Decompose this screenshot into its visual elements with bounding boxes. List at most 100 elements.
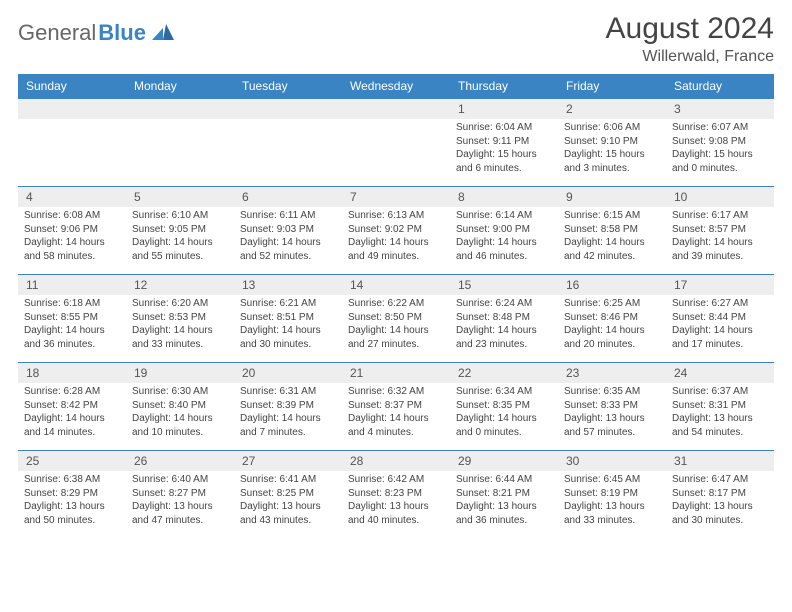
day-number: 2 bbox=[558, 99, 666, 119]
weekday-header: Saturday bbox=[666, 74, 774, 99]
day-number: 18 bbox=[18, 363, 126, 383]
day-number: 31 bbox=[666, 451, 774, 471]
calendar-day-cell: 15Sunrise: 6:24 AMSunset: 8:48 PMDayligh… bbox=[450, 275, 558, 363]
calendar-day-cell: 24Sunrise: 6:37 AMSunset: 8:31 PMDayligh… bbox=[666, 363, 774, 451]
day-number: 29 bbox=[450, 451, 558, 471]
day-number-empty bbox=[342, 99, 450, 119]
calendar-table: SundayMondayTuesdayWednesdayThursdayFrid… bbox=[18, 74, 774, 539]
day-details: Sunrise: 6:13 AMSunset: 9:02 PMDaylight:… bbox=[342, 207, 450, 267]
day-details: Sunrise: 6:20 AMSunset: 8:53 PMDaylight:… bbox=[126, 295, 234, 355]
day-number: 3 bbox=[666, 99, 774, 119]
day-number: 26 bbox=[126, 451, 234, 471]
day-details: Sunrise: 6:47 AMSunset: 8:17 PMDaylight:… bbox=[666, 471, 774, 531]
logo: GeneralBlue bbox=[18, 12, 174, 46]
day-number: 15 bbox=[450, 275, 558, 295]
day-number: 14 bbox=[342, 275, 450, 295]
day-details: Sunrise: 6:08 AMSunset: 9:06 PMDaylight:… bbox=[18, 207, 126, 267]
day-details: Sunrise: 6:18 AMSunset: 8:55 PMDaylight:… bbox=[18, 295, 126, 355]
calendar-day-cell: 1Sunrise: 6:04 AMSunset: 9:11 PMDaylight… bbox=[450, 99, 558, 187]
day-number-empty bbox=[18, 99, 126, 119]
weekday-header: Friday bbox=[558, 74, 666, 99]
day-number: 27 bbox=[234, 451, 342, 471]
calendar-day-cell: 26Sunrise: 6:40 AMSunset: 8:27 PMDayligh… bbox=[126, 451, 234, 539]
calendar-day-cell: 4Sunrise: 6:08 AMSunset: 9:06 PMDaylight… bbox=[18, 187, 126, 275]
calendar-day-cell: 27Sunrise: 6:41 AMSunset: 8:25 PMDayligh… bbox=[234, 451, 342, 539]
day-details: Sunrise: 6:32 AMSunset: 8:37 PMDaylight:… bbox=[342, 383, 450, 443]
day-details: Sunrise: 6:11 AMSunset: 9:03 PMDaylight:… bbox=[234, 207, 342, 267]
day-details: Sunrise: 6:06 AMSunset: 9:10 PMDaylight:… bbox=[558, 119, 666, 179]
location: Willerwald, France bbox=[606, 48, 774, 66]
calendar-day-cell: 22Sunrise: 6:34 AMSunset: 8:35 PMDayligh… bbox=[450, 363, 558, 451]
calendar-day-cell: 14Sunrise: 6:22 AMSunset: 8:50 PMDayligh… bbox=[342, 275, 450, 363]
weekday-header: Wednesday bbox=[342, 74, 450, 99]
calendar-week-row: 4Sunrise: 6:08 AMSunset: 9:06 PMDaylight… bbox=[18, 187, 774, 275]
calendar-day-cell: 18Sunrise: 6:28 AMSunset: 8:42 PMDayligh… bbox=[18, 363, 126, 451]
day-details: Sunrise: 6:44 AMSunset: 8:21 PMDaylight:… bbox=[450, 471, 558, 531]
calendar-day-cell: 9Sunrise: 6:15 AMSunset: 8:58 PMDaylight… bbox=[558, 187, 666, 275]
calendar-day-cell: 7Sunrise: 6:13 AMSunset: 9:02 PMDaylight… bbox=[342, 187, 450, 275]
day-details: Sunrise: 6:25 AMSunset: 8:46 PMDaylight:… bbox=[558, 295, 666, 355]
calendar-day-cell: 8Sunrise: 6:14 AMSunset: 9:00 PMDaylight… bbox=[450, 187, 558, 275]
weekday-header: Tuesday bbox=[234, 74, 342, 99]
calendar-day-cell: 19Sunrise: 6:30 AMSunset: 8:40 PMDayligh… bbox=[126, 363, 234, 451]
day-details: Sunrise: 6:17 AMSunset: 8:57 PMDaylight:… bbox=[666, 207, 774, 267]
calendar-week-row: 1Sunrise: 6:04 AMSunset: 9:11 PMDaylight… bbox=[18, 99, 774, 187]
day-number: 4 bbox=[18, 187, 126, 207]
calendar-day-cell: 20Sunrise: 6:31 AMSunset: 8:39 PMDayligh… bbox=[234, 363, 342, 451]
calendar-day-cell: 25Sunrise: 6:38 AMSunset: 8:29 PMDayligh… bbox=[18, 451, 126, 539]
calendar-day-cell: 6Sunrise: 6:11 AMSunset: 9:03 PMDaylight… bbox=[234, 187, 342, 275]
day-details: Sunrise: 6:31 AMSunset: 8:39 PMDaylight:… bbox=[234, 383, 342, 443]
calendar-day-cell: 3Sunrise: 6:07 AMSunset: 9:08 PMDaylight… bbox=[666, 99, 774, 187]
day-details: Sunrise: 6:38 AMSunset: 8:29 PMDaylight:… bbox=[18, 471, 126, 531]
calendar-day-cell: 17Sunrise: 6:27 AMSunset: 8:44 PMDayligh… bbox=[666, 275, 774, 363]
day-details: Sunrise: 6:45 AMSunset: 8:19 PMDaylight:… bbox=[558, 471, 666, 531]
day-details: Sunrise: 6:22 AMSunset: 8:50 PMDaylight:… bbox=[342, 295, 450, 355]
day-number: 1 bbox=[450, 99, 558, 119]
day-number: 7 bbox=[342, 187, 450, 207]
day-number: 28 bbox=[342, 451, 450, 471]
calendar-day-cell: 11Sunrise: 6:18 AMSunset: 8:55 PMDayligh… bbox=[18, 275, 126, 363]
calendar-day-cell: 31Sunrise: 6:47 AMSunset: 8:17 PMDayligh… bbox=[666, 451, 774, 539]
day-number: 24 bbox=[666, 363, 774, 383]
day-number-empty bbox=[126, 99, 234, 119]
day-number: 17 bbox=[666, 275, 774, 295]
calendar-day-cell: 23Sunrise: 6:35 AMSunset: 8:33 PMDayligh… bbox=[558, 363, 666, 451]
weekday-header: Thursday bbox=[450, 74, 558, 99]
day-details: Sunrise: 6:27 AMSunset: 8:44 PMDaylight:… bbox=[666, 295, 774, 355]
calendar-week-row: 25Sunrise: 6:38 AMSunset: 8:29 PMDayligh… bbox=[18, 451, 774, 539]
calendar-day-cell: 13Sunrise: 6:21 AMSunset: 8:51 PMDayligh… bbox=[234, 275, 342, 363]
day-number: 13 bbox=[234, 275, 342, 295]
header: GeneralBlue August 2024 Willerwald, Fran… bbox=[18, 12, 774, 66]
day-number: 12 bbox=[126, 275, 234, 295]
day-details: Sunrise: 6:07 AMSunset: 9:08 PMDaylight:… bbox=[666, 119, 774, 179]
day-details: Sunrise: 6:21 AMSunset: 8:51 PMDaylight:… bbox=[234, 295, 342, 355]
calendar-header-row: SundayMondayTuesdayWednesdayThursdayFrid… bbox=[18, 74, 774, 99]
day-number: 5 bbox=[126, 187, 234, 207]
month-title: August 2024 bbox=[606, 12, 774, 46]
weekday-header: Monday bbox=[126, 74, 234, 99]
calendar-day-cell: 29Sunrise: 6:44 AMSunset: 8:21 PMDayligh… bbox=[450, 451, 558, 539]
day-details: Sunrise: 6:37 AMSunset: 8:31 PMDaylight:… bbox=[666, 383, 774, 443]
calendar-day-cell bbox=[234, 99, 342, 187]
calendar-day-cell bbox=[126, 99, 234, 187]
day-details: Sunrise: 6:24 AMSunset: 8:48 PMDaylight:… bbox=[450, 295, 558, 355]
day-details: Sunrise: 6:34 AMSunset: 8:35 PMDaylight:… bbox=[450, 383, 558, 443]
day-number: 16 bbox=[558, 275, 666, 295]
calendar-day-cell: 2Sunrise: 6:06 AMSunset: 9:10 PMDaylight… bbox=[558, 99, 666, 187]
day-number: 23 bbox=[558, 363, 666, 383]
day-details: Sunrise: 6:28 AMSunset: 8:42 PMDaylight:… bbox=[18, 383, 126, 443]
day-number: 21 bbox=[342, 363, 450, 383]
day-number: 20 bbox=[234, 363, 342, 383]
day-details: Sunrise: 6:40 AMSunset: 8:27 PMDaylight:… bbox=[126, 471, 234, 531]
day-details: Sunrise: 6:35 AMSunset: 8:33 PMDaylight:… bbox=[558, 383, 666, 443]
day-number: 11 bbox=[18, 275, 126, 295]
day-number: 30 bbox=[558, 451, 666, 471]
weekday-header: Sunday bbox=[18, 74, 126, 99]
day-number: 10 bbox=[666, 187, 774, 207]
day-number: 9 bbox=[558, 187, 666, 207]
day-details: Sunrise: 6:14 AMSunset: 9:00 PMDaylight:… bbox=[450, 207, 558, 267]
calendar-week-row: 11Sunrise: 6:18 AMSunset: 8:55 PMDayligh… bbox=[18, 275, 774, 363]
logo-triangle-icon bbox=[152, 20, 174, 46]
day-number: 8 bbox=[450, 187, 558, 207]
day-details: Sunrise: 6:15 AMSunset: 8:58 PMDaylight:… bbox=[558, 207, 666, 267]
